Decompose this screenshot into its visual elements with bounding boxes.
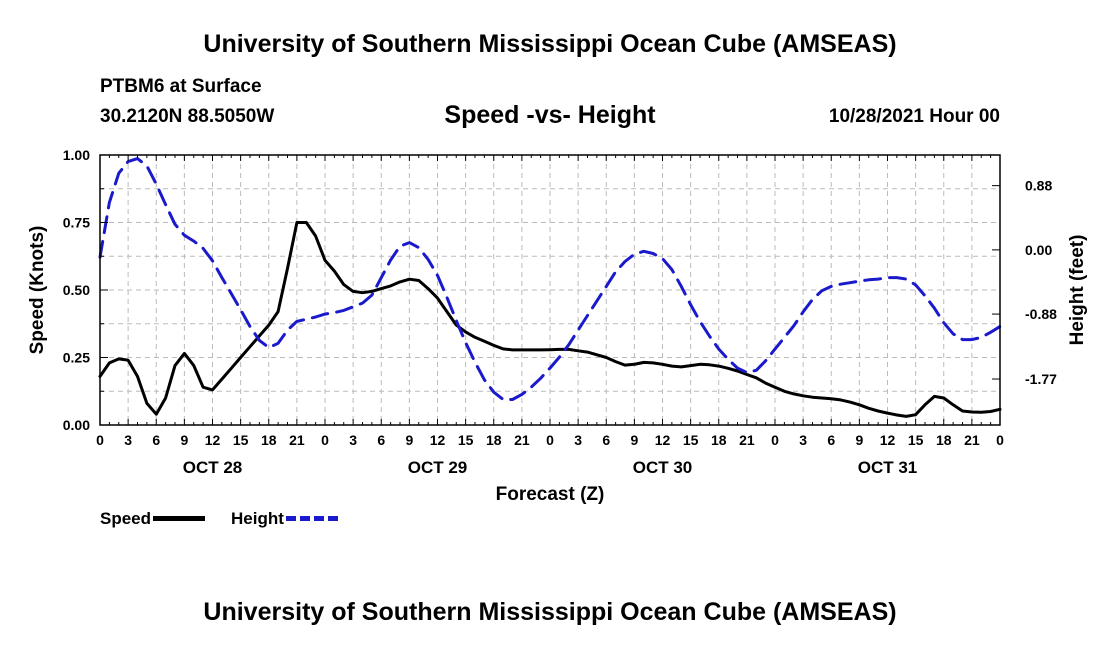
x-tick-label: 3 <box>574 432 582 448</box>
x-tick-label: 6 <box>602 432 610 448</box>
x-tick-label: 12 <box>430 432 446 448</box>
legend-height-label: Height <box>231 509 284 528</box>
x-tick-label: 18 <box>486 432 502 448</box>
x-tick-label: 0 <box>546 432 554 448</box>
x-tick-label: 12 <box>655 432 671 448</box>
x-tick-label: 9 <box>630 432 638 448</box>
x-axis-label: Forecast (Z) <box>496 484 605 505</box>
x-tick-label: 15 <box>458 432 474 448</box>
x-tick-label: 0 <box>771 432 779 448</box>
x-tick-label: 9 <box>180 432 188 448</box>
x-tick-label: 21 <box>514 432 530 448</box>
x-tick-label: 6 <box>827 432 835 448</box>
x-tick-label: 18 <box>936 432 952 448</box>
y-tick-label: 0.00 <box>63 417 90 433</box>
y-tick-label: 1.00 <box>63 147 90 163</box>
x-tick-label: 12 <box>205 432 221 448</box>
station-name: PTBM6 at Surface <box>100 76 262 97</box>
y-tick-label: 0.75 <box>63 215 90 231</box>
height-series-line <box>98 157 1002 401</box>
footer-title: University of Southern Mississippi Ocean… <box>203 598 897 626</box>
legend-height-line <box>285 516 338 522</box>
legend-height: Height <box>231 509 338 529</box>
x-tick-label: 18 <box>711 432 727 448</box>
grid <box>100 155 1000 425</box>
x-tick-label: 3 <box>124 432 132 448</box>
x-tick-label: 18 <box>261 432 277 448</box>
day-label: OCT 28 <box>183 458 243 477</box>
x-tick-label: 0 <box>321 432 329 448</box>
day-label: OCT 30 <box>633 458 693 477</box>
day-label: OCT 29 <box>408 458 468 477</box>
series-layer <box>98 157 1002 418</box>
x-tick-label: 3 <box>349 432 357 448</box>
y2-tick-label: 0.88 <box>1025 178 1052 194</box>
x-tick-label: 12 <box>880 432 896 448</box>
speed-height-chart: 0 3 6 9 12 15 18 21 0 3 6 9 12 15 18 21 0 3 6 9 12 15 18 21 0 3 6 9… <box>27 147 1088 505</box>
station-coords: 30.2120N 88.5050W <box>100 106 275 127</box>
legend-speed: Speed <box>100 509 206 529</box>
y-tick-label: 0.50 <box>63 282 90 298</box>
y2-axis-label: Height (feet) <box>1067 235 1088 346</box>
x-tick-label: 15 <box>233 432 249 448</box>
day-label: OCT 31 <box>858 458 918 477</box>
speed-series-line <box>98 221 1002 418</box>
axes: 0 3 6 9 12 15 18 21 0 3 6 9 12 15 18 21 0 3 6 9 12 15 18 21 0 3 6 9… <box>63 147 1057 477</box>
x-tick-label: 15 <box>683 432 699 448</box>
x-tick-label: 6 <box>152 432 160 448</box>
y2-tick-label: -0.88 <box>1025 306 1057 322</box>
x-tick-label: 6 <box>377 432 385 448</box>
x-tick-label: 15 <box>908 432 924 448</box>
x-tick-label: 9 <box>405 432 413 448</box>
x-tick-label: 0 <box>996 432 1004 448</box>
x-tick-label: 21 <box>289 432 305 448</box>
y2-tick-label: 0.00 <box>1025 242 1052 258</box>
y2-tick-label: -1.77 <box>1025 371 1057 387</box>
forecast-datetime: 10/28/2021 Hour 00 <box>828 106 1000 127</box>
legend-speed-line <box>153 516 206 522</box>
y-axis-label: Speed (Knots) <box>27 226 48 355</box>
x-tick-label: 21 <box>964 432 980 448</box>
x-tick-label: 9 <box>855 432 863 448</box>
legend-speed-label: Speed <box>100 509 152 528</box>
x-tick-label: 0 <box>96 432 104 448</box>
x-tick-label: 3 <box>799 432 807 448</box>
chart-title: University of Southern Mississippi Ocean… <box>203 30 897 58</box>
x-tick-label: 21 <box>739 432 755 448</box>
chart-subtitle: Speed -vs- Height <box>444 101 656 129</box>
y-tick-label: 0.25 <box>63 350 90 366</box>
